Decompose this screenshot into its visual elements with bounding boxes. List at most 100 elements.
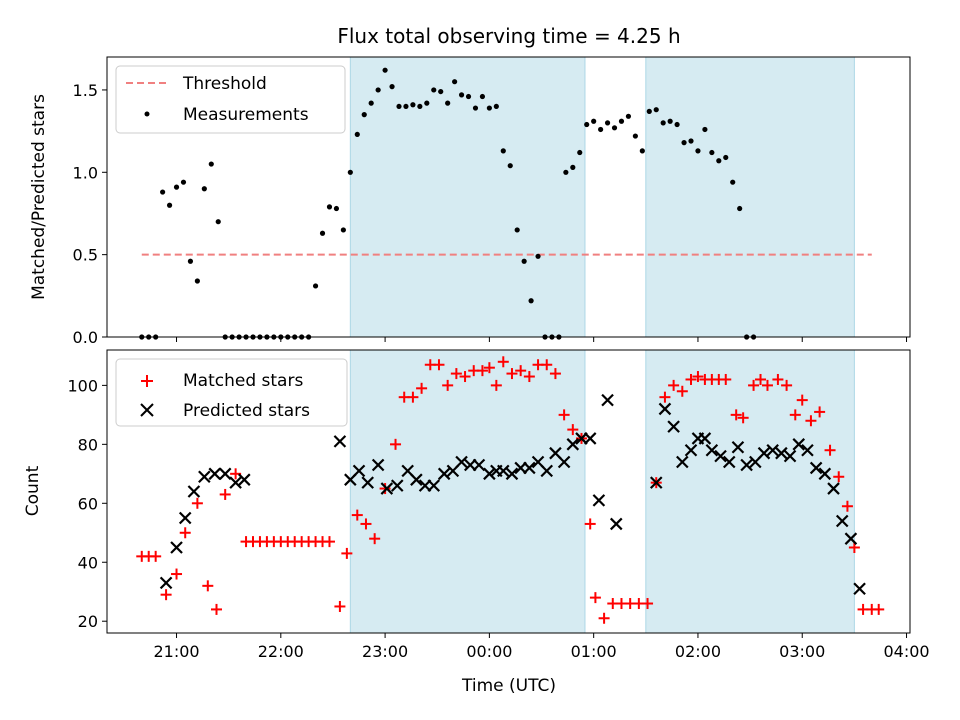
measurement-point bbox=[723, 154, 729, 161]
matched-star-point bbox=[476, 365, 488, 377]
legend-measurements-label: Measurements bbox=[183, 105, 309, 125]
measurement-point bbox=[625, 113, 632, 119]
measurement-point bbox=[417, 103, 423, 110]
predicted-star-point bbox=[178, 511, 192, 525]
matched-star-point bbox=[833, 471, 845, 483]
predicted-star-point bbox=[170, 541, 183, 554]
predicted-star-point bbox=[427, 479, 441, 492]
matched-star-point bbox=[390, 438, 402, 450]
predicted-star-point bbox=[497, 464, 510, 478]
measurement-point bbox=[375, 87, 381, 93]
matched-star-point bbox=[755, 373, 767, 385]
matched-star-point bbox=[497, 356, 509, 368]
measurement-point bbox=[486, 105, 492, 111]
predicted-star-point bbox=[410, 473, 423, 486]
measurement-point bbox=[173, 184, 180, 190]
predicted-star-point bbox=[472, 458, 486, 472]
measurement-point bbox=[194, 278, 200, 284]
predicted-star-point bbox=[684, 443, 698, 457]
matched-star-point bbox=[796, 394, 808, 406]
matched-star-point bbox=[219, 488, 231, 500]
matched-star-point bbox=[659, 391, 671, 403]
matched-star-point bbox=[490, 379, 502, 391]
matched-star-point bbox=[211, 603, 222, 615]
measurement-point bbox=[584, 121, 590, 128]
matched-star-point bbox=[150, 550, 162, 562]
matched-star-point bbox=[772, 373, 784, 385]
predicted-star-point bbox=[676, 455, 689, 469]
predicted-star-point bbox=[238, 473, 251, 486]
measurement-point bbox=[382, 67, 388, 73]
predicted-star-point bbox=[390, 479, 404, 492]
matched-star-point bbox=[515, 365, 527, 377]
measurement-point bbox=[458, 92, 465, 98]
legend-predicted-swatch bbox=[140, 403, 154, 417]
matched-star-point bbox=[584, 518, 596, 530]
matched-star-point bbox=[737, 412, 749, 424]
measurement-point bbox=[737, 205, 743, 212]
legend-threshold-label: Threshold bbox=[182, 74, 267, 94]
matched-star-point bbox=[459, 371, 471, 383]
measurement-point bbox=[333, 205, 340, 212]
measurement-point bbox=[674, 121, 680, 128]
measurement-point bbox=[688, 138, 694, 144]
measurement-point bbox=[702, 126, 708, 133]
measurement-point bbox=[667, 118, 673, 124]
predicted-star-point bbox=[187, 485, 201, 498]
matched-star-point bbox=[685, 373, 697, 385]
predicted-star-point bbox=[844, 532, 858, 545]
top-legend-box bbox=[115, 65, 346, 134]
measurement-point bbox=[681, 140, 687, 146]
predicted-star-point bbox=[853, 582, 866, 596]
predicted-star-point bbox=[371, 458, 385, 472]
matched-star-point bbox=[781, 379, 793, 391]
bottom-y-tick-label: 40 bbox=[78, 553, 98, 572]
matched-star-point bbox=[692, 371, 704, 383]
measurement-point bbox=[368, 100, 374, 106]
top-y-tick-label: 1.5 bbox=[73, 81, 98, 100]
top-shaded-interval-1 bbox=[349, 56, 586, 338]
matched-star-point bbox=[720, 373, 732, 385]
predicted-star-point bbox=[698, 432, 712, 445]
measurement-point bbox=[396, 103, 402, 110]
measurement-point bbox=[326, 204, 333, 210]
measurement-point bbox=[660, 120, 666, 126]
bottom-legend: Matched stars Predicted stars bbox=[115, 358, 348, 427]
matched-star-point bbox=[567, 424, 579, 436]
measurement-point bbox=[709, 149, 715, 156]
predicted-star-point bbox=[705, 443, 719, 457]
predicted-star-point bbox=[809, 461, 823, 475]
matched-star-point bbox=[379, 483, 391, 495]
matched-star-point bbox=[334, 600, 346, 612]
measurement-point bbox=[340, 227, 346, 233]
matched-star-point bbox=[598, 612, 610, 624]
predicted-star-point bbox=[757, 446, 771, 460]
bottom-y-tick-label: 60 bbox=[78, 494, 98, 513]
predicted-star-point bbox=[792, 438, 806, 451]
measurement-point bbox=[180, 179, 187, 185]
predicted-star-point bbox=[601, 393, 614, 407]
matched-star-point bbox=[558, 409, 570, 421]
matched-star-point bbox=[848, 542, 860, 554]
measurement-point bbox=[521, 258, 527, 264]
predicted-star-point bbox=[455, 455, 468, 469]
predicted-star-point bbox=[722, 455, 736, 469]
matched-star-point bbox=[676, 385, 688, 397]
top-panel bbox=[139, 56, 872, 340]
predicted-star-point bbox=[380, 482, 394, 495]
bottom-y-tick-label: 100 bbox=[67, 376, 98, 395]
bottom-panel bbox=[136, 349, 885, 634]
predicted-star-point bbox=[557, 455, 571, 469]
matched-star-point bbox=[642, 598, 654, 610]
predicted-star-point bbox=[740, 458, 753, 472]
measurement-point bbox=[514, 227, 520, 233]
measurement-point bbox=[312, 283, 319, 289]
x-tick-label: 23:00 bbox=[362, 642, 408, 661]
x-tick-label: 02:00 bbox=[675, 642, 721, 661]
top-y-tick-label: 1.0 bbox=[73, 163, 98, 182]
measurement-point bbox=[535, 253, 541, 259]
legend-measurements-swatch bbox=[144, 111, 150, 117]
measurement-point bbox=[361, 112, 367, 118]
top-y-tick-label: 0.5 bbox=[73, 246, 98, 265]
measurement-point bbox=[493, 103, 499, 110]
